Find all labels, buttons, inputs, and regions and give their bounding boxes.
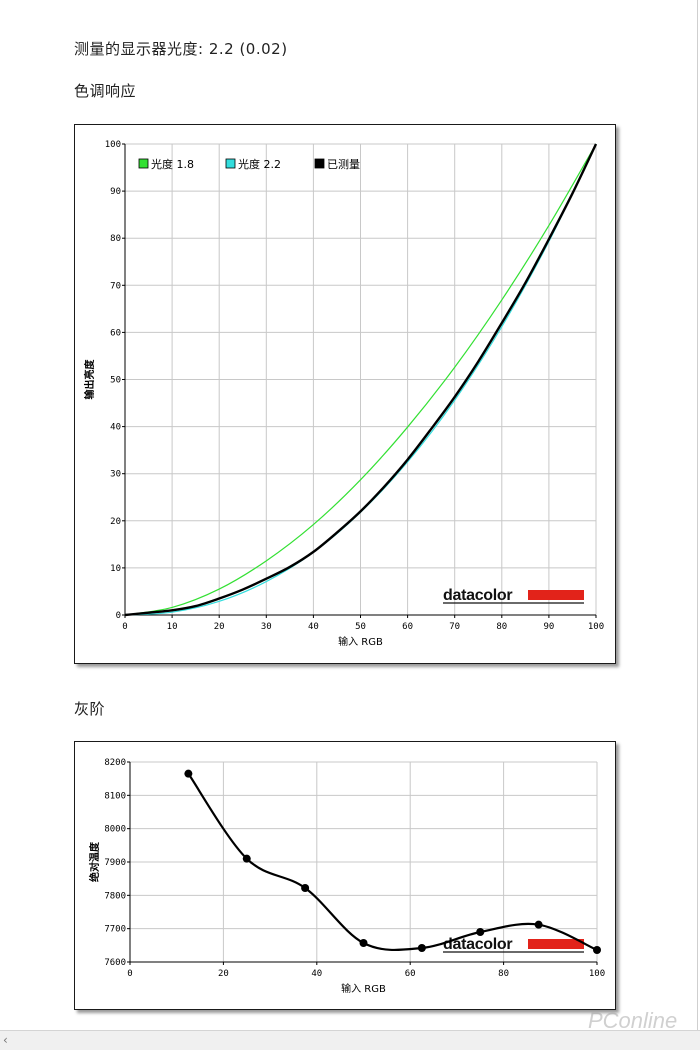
grayscale-panel: 0 20 40 60 80 100 7600 7700 7800 7900 8000 8100 8200… xyxy=(74,741,616,1010)
x-tick-label: 40 xyxy=(311,969,322,979)
y-axis-label: 输出亮度 xyxy=(83,359,96,400)
y-tick-label: 8000 xyxy=(104,825,126,835)
datacolor-logo-bar xyxy=(528,939,584,949)
x-tick-label: 70 xyxy=(449,622,460,632)
x-tick-label: 80 xyxy=(498,969,509,979)
grayscale-heading: 灰阶 xyxy=(74,700,106,718)
y-tick-label: 60 xyxy=(110,328,121,338)
tone-response-panel: 0 10 20 30 40 50 60 70 80 90 100 0 10 20 30 40 50 60 70 80 9… xyxy=(74,124,616,664)
x-tick-label: 0 xyxy=(122,622,127,632)
datacolor-logo: datacolor xyxy=(443,936,584,953)
x-tick-label: 0 xyxy=(127,969,132,979)
grayscale-chart: 0 20 40 60 80 100 7600 7700 7800 7900 8000 8100 8200… xyxy=(88,758,605,995)
legend-label: 已测量 xyxy=(327,158,360,171)
x-axis-label: 输入 RGB xyxy=(338,635,383,648)
gamma-heading: 测量的显示器光度: 2.2 (0.02) xyxy=(74,40,288,58)
x-tick-label: 90 xyxy=(543,622,554,632)
watermark: PConline xyxy=(588,1008,678,1033)
legend-swatch xyxy=(138,158,149,169)
data-point xyxy=(534,920,543,929)
x-tick-label: 100 xyxy=(589,969,605,979)
y-tick-label: 7700 xyxy=(104,925,126,935)
legend-label: 光度 1.8 xyxy=(151,157,194,171)
data-point xyxy=(301,884,310,892)
x-tick-label: 50 xyxy=(355,622,366,632)
y-tick-label: 7600 xyxy=(104,958,126,968)
datacolor-logo: datacolor xyxy=(443,587,584,604)
y-tick-label: 10 xyxy=(110,564,121,574)
legend-label: 光度 2.2 xyxy=(238,157,281,171)
scroll-left-arrow-icon[interactable]: ‹ xyxy=(3,1033,8,1047)
x-tick-label: 20 xyxy=(214,622,225,632)
y-tick-label: 7800 xyxy=(104,891,126,901)
y-tick-label: 8100 xyxy=(104,791,126,801)
x-tick-label: 40 xyxy=(308,622,319,632)
page-right-border xyxy=(697,0,698,1030)
data-point xyxy=(184,769,193,778)
x-tick-label: 60 xyxy=(405,969,416,979)
y-tick-label: 40 xyxy=(110,423,121,433)
horizontal-scrollbar[interactable]: ‹ xyxy=(0,1030,700,1050)
y-tick-label: 70 xyxy=(110,281,121,291)
y-tick-label: 0 xyxy=(116,611,121,621)
y-tick-label: 50 xyxy=(110,376,121,386)
datacolor-logo-bar xyxy=(528,590,584,600)
legend-swatch xyxy=(225,158,236,169)
y-tick-label: 30 xyxy=(110,470,121,480)
x-axis-label: 输入 RGB xyxy=(341,982,386,995)
data-point xyxy=(359,939,368,947)
tone-response-chart: 0 10 20 30 40 50 60 70 80 90 100 0 10 20 30 40 50 60 70 80 9… xyxy=(83,140,604,648)
x-tick-label: 60 xyxy=(402,622,413,632)
data-point xyxy=(242,854,251,863)
data-point xyxy=(417,944,426,952)
series-line-1 xyxy=(124,143,597,616)
x-tick-label: 20 xyxy=(218,969,229,979)
y-axis-label: 绝对温度 xyxy=(88,841,101,882)
y-tick-label: 80 xyxy=(110,234,121,244)
tone-response-heading: 色调响应 xyxy=(74,82,137,100)
x-tick-label: 100 xyxy=(588,622,604,632)
y-tick-label: 20 xyxy=(110,517,121,527)
legend-swatch xyxy=(314,158,325,169)
y-tick-label: 7900 xyxy=(104,858,126,868)
y-tick-label: 90 xyxy=(110,187,121,197)
x-tick-label: 80 xyxy=(496,622,507,632)
datacolor-logo-text: datacolor xyxy=(443,936,512,953)
series-line-3 xyxy=(124,143,598,617)
x-tick-label: 30 xyxy=(261,622,272,632)
data-point xyxy=(593,946,601,954)
data-point xyxy=(476,928,485,936)
y-tick-label: 100 xyxy=(105,140,121,150)
datacolor-logo-text: datacolor xyxy=(443,587,512,604)
x-tick-label: 10 xyxy=(167,622,178,632)
y-tick-label: 8200 xyxy=(104,758,126,768)
